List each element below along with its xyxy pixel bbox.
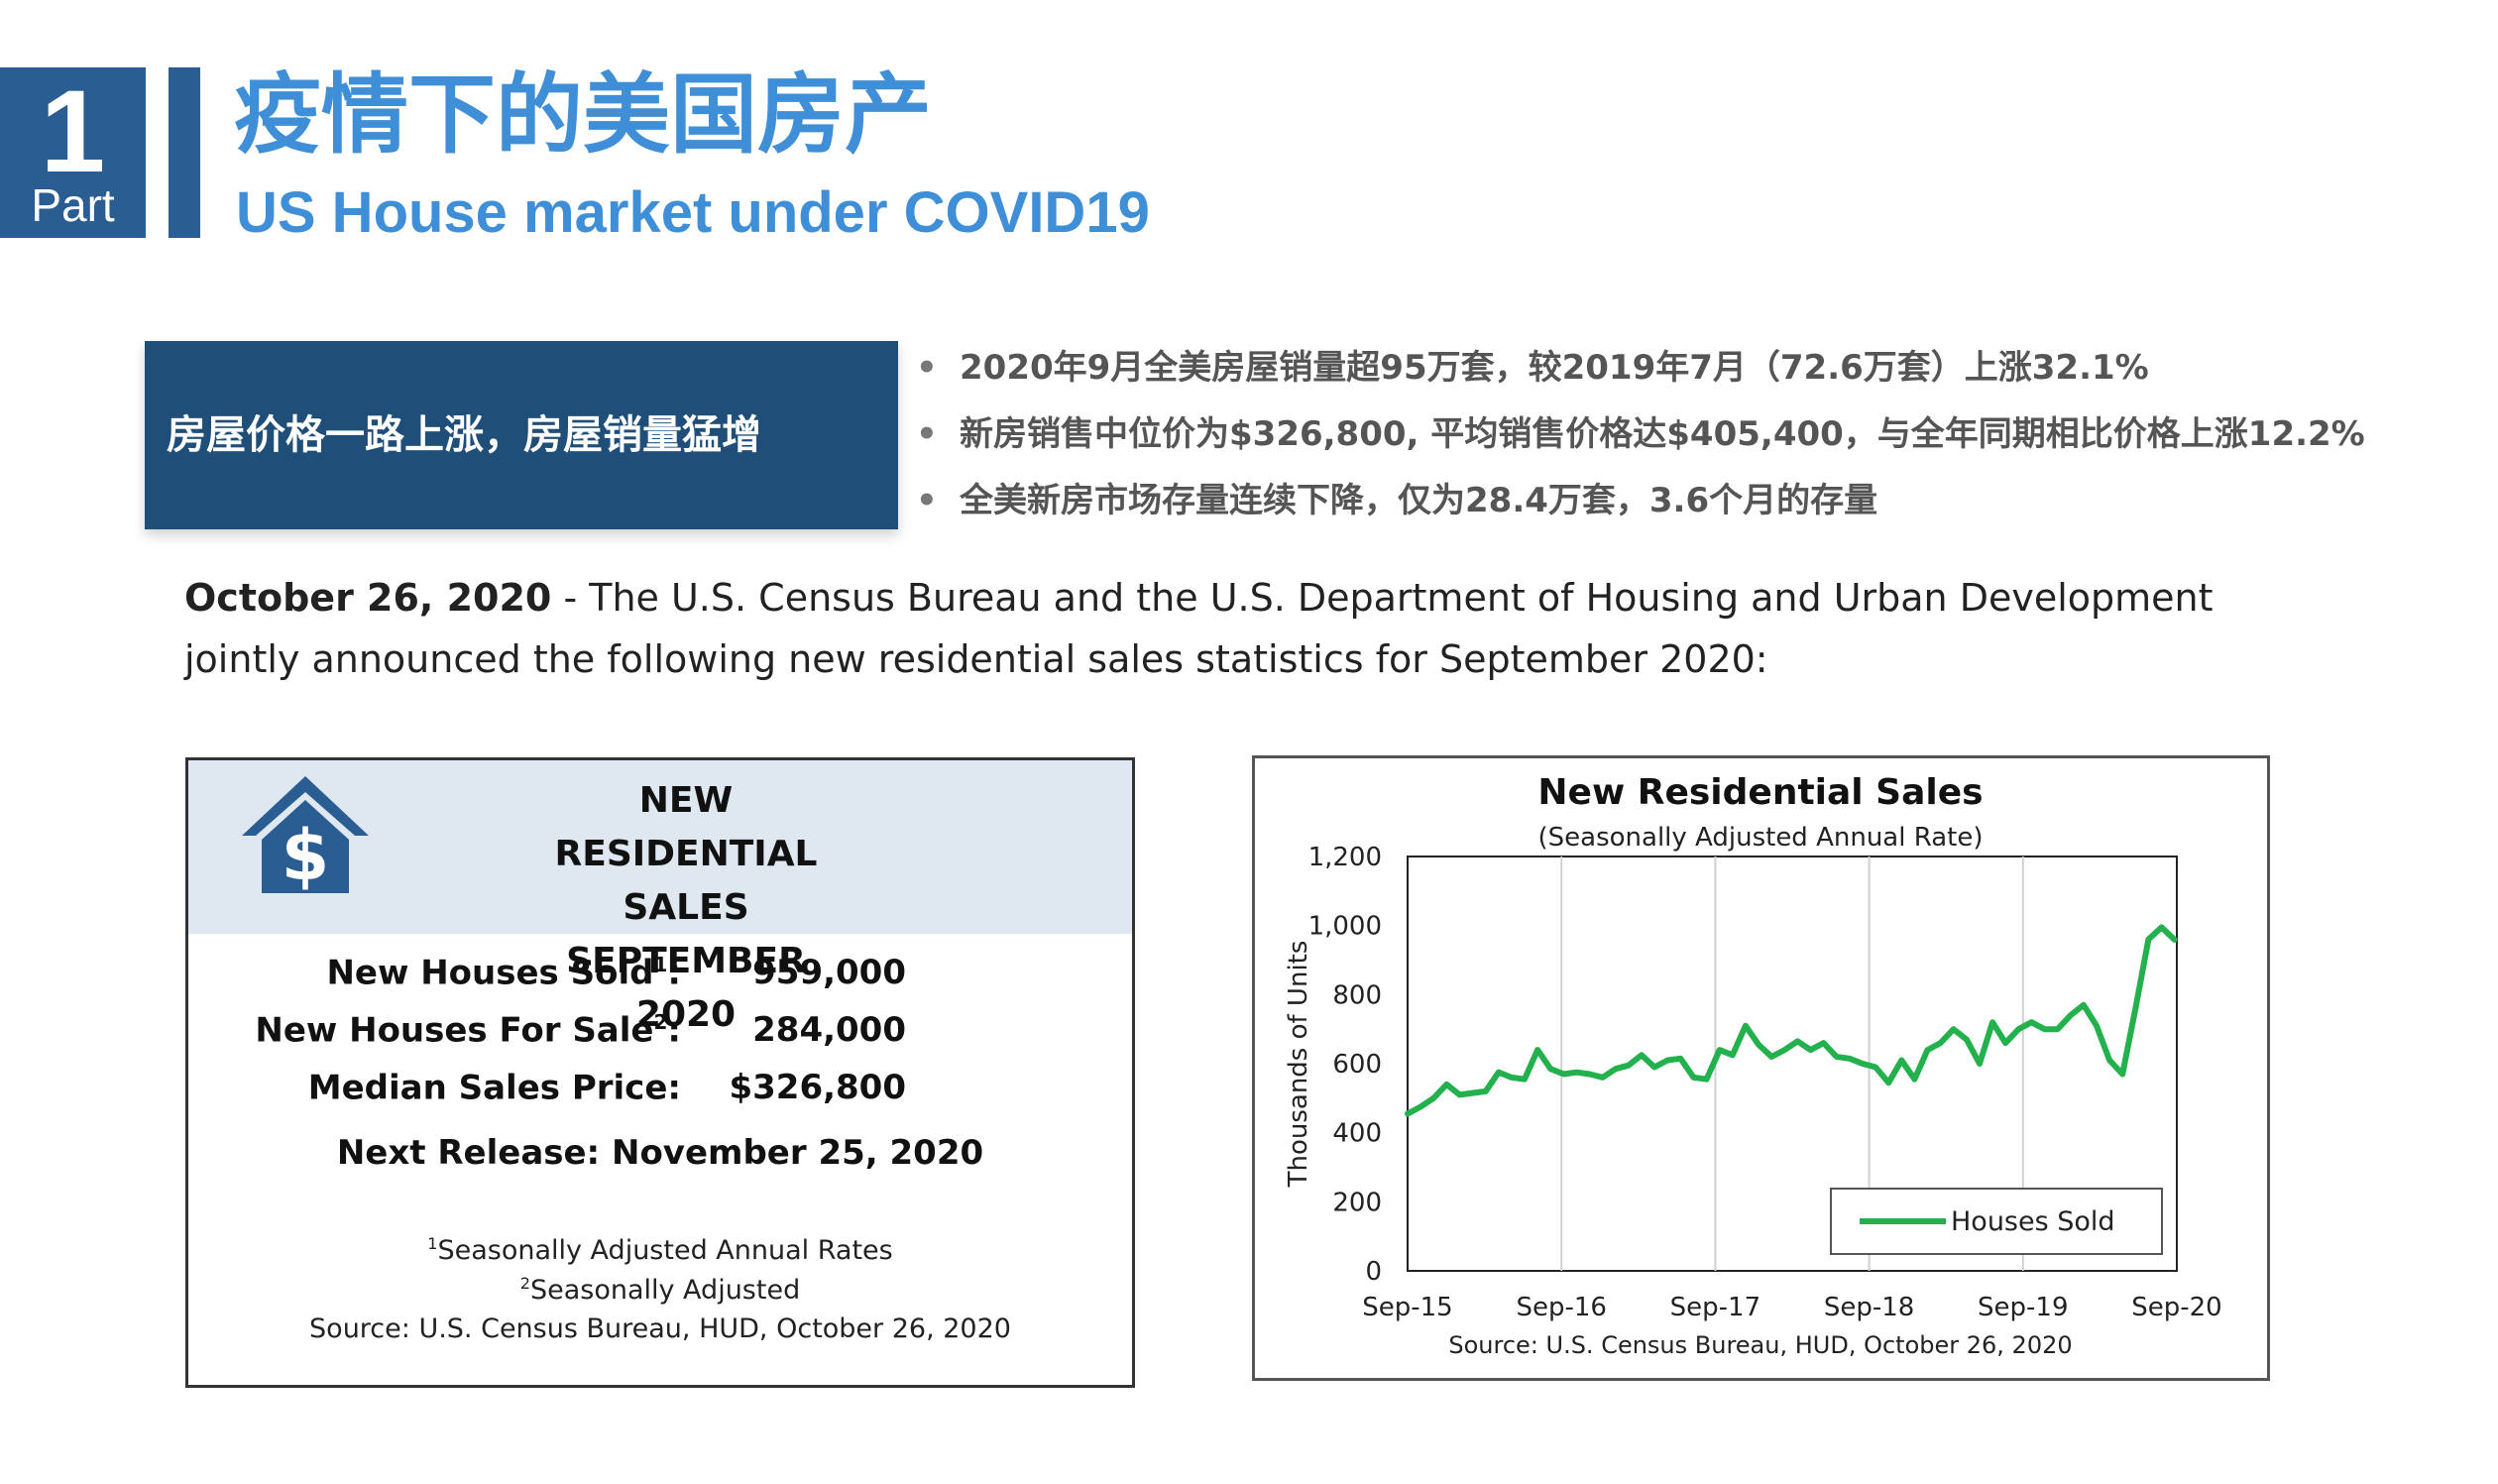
house-dollar-icon: $ [242, 776, 369, 896]
stat-label-text: New Houses For Sale [255, 1010, 654, 1051]
summary-title-line: NEW RESIDENTIAL [554, 780, 818, 874]
series-line-houses-sold [1405, 924, 2178, 1117]
y-tick-label: 600 [1332, 1050, 1382, 1080]
announcement-text: - The U.S. Census Bureau and the U.S. De… [184, 576, 2214, 681]
part-number: 1 [40, 66, 106, 197]
key-point: • 全美新房市场存量连续下降，仅为28.4万套，3.6个月的存量 [910, 468, 2365, 534]
stat-value-houses-sold: 959,000 [752, 953, 906, 992]
y-tick-label: 1,200 [1308, 843, 1382, 872]
x-tick-label: Sep-16 [1516, 1293, 1606, 1322]
announcement-paragraph: October 26, 2020 - The U.S. Census Burea… [184, 567, 2226, 690]
chart-card: New Residential Sales (Seasonally Adjust… [1252, 755, 2270, 1381]
legend-label: Houses Sold [1951, 1206, 2115, 1237]
footnote-text: Seasonally Adjusted [529, 1275, 801, 1306]
bullet-glyph: • [916, 481, 938, 520]
y-axis-label: Thousands of Units [1284, 941, 1313, 1189]
chart-subtitle: (Seasonally Adjusted Annual Rate) [1538, 823, 1984, 853]
y-tick-label: 0 [1365, 1257, 1382, 1287]
plot-frame [1407, 856, 2178, 1272]
bullet-glyph: • [916, 414, 938, 454]
summary-card: $ NEW RESIDENTIAL SALES SEPTEMBER 2020 N… [185, 757, 1135, 1388]
x-axis-ticks: Sep-15 Sep-16 Sep-17 Sep-18 Sep-19 Sep-20 [1362, 1293, 2221, 1322]
stat-label-houses-sold: New Houses Sold1: [326, 953, 681, 992]
stat-label-colon: : [667, 953, 681, 993]
part-word: Part [31, 179, 115, 231]
stat-label-colon: : [667, 1010, 681, 1051]
y-tick-label: 400 [1332, 1119, 1382, 1149]
headline-box: 房屋价格一路上涨，房屋销量猛增 [145, 341, 898, 529]
x-tick-label: Sep-15 [1362, 1293, 1452, 1322]
dollar-symbol: $ [282, 815, 330, 896]
y-tick-label: 200 [1332, 1188, 1382, 1217]
legend: Houses Sold [1830, 1188, 2163, 1255]
next-release: Next Release: November 25, 2020 [336, 1133, 984, 1173]
stat-label-text: Median Sales Price [307, 1068, 668, 1108]
key-point: • 新房销售中位价为$326,800, 平均销售价格达$405,400，与全年同期… [910, 401, 2365, 468]
headline-text: 房屋价格一路上涨，房屋销量猛增 [167, 412, 761, 458]
y-tick-label: 1,000 [1308, 912, 1382, 942]
summary-title-line: SALES [623, 887, 749, 928]
announcement-date: October 26, 2020 [184, 576, 552, 620]
stat-label-median-price: Median Sales Price: [308, 1068, 681, 1107]
y-tick-label: 800 [1332, 980, 1382, 1010]
key-point-text: 2020年9月全美房屋销量超95万套，较2019年7月（72.6万套）上涨32.… [960, 348, 2149, 388]
chart-source: Source: U.S. Census Bureau, HUD, October… [1448, 1331, 2072, 1359]
bullet-glyph: • [916, 348, 938, 388]
x-tick-label: Sep-19 [1978, 1293, 2068, 1322]
stat-label-text: New Houses Sold [326, 953, 654, 993]
x-tick-label: Sep-18 [1824, 1293, 1914, 1322]
page-subtitle: US House market under COVID19 [236, 180, 1150, 245]
summary-card-header: $ NEW RESIDENTIAL SALES SEPTEMBER 2020 [188, 760, 1132, 1035]
key-point: • 2020年9月全美房屋销量超95万套，较2019年7月（72.6万套）上涨32… [910, 335, 2365, 401]
x-tick-label: Sep-17 [1670, 1293, 1760, 1322]
footnote-mark: 2 [519, 1274, 530, 1293]
stat-label-houses-for-sale: New Houses For Sale2: [255, 1010, 681, 1050]
key-point-text: 全美新房市场存量连续下降，仅为28.4万套，3.6个月的存量 [960, 481, 1878, 520]
footnote-mark: 1 [427, 1234, 438, 1253]
summary-title-line: SEPTEMBER 2020 [566, 941, 806, 1035]
title-accent-bar [169, 67, 200, 238]
page-title: 疫情下的美国房产 [234, 63, 933, 166]
footnote: 2Seasonally Adjusted [188, 1274, 1132, 1306]
key-point-text: 新房销售中位价为$326,800, 平均销售价格达$405,400，与全年同期相… [960, 414, 2365, 454]
stat-label-colon: : [667, 1068, 681, 1108]
key-points-list: • 2020年9月全美房屋销量超95万套，较2019年7月（72.6万套）上涨32… [910, 335, 2365, 534]
y-axis-ticks: 0 200 400 600 800 1,000 1,200 [1308, 843, 1382, 1287]
footnote: 1Seasonally Adjusted Annual Rates [188, 1234, 1132, 1266]
stat-footnote-mark: 2 [653, 1010, 668, 1034]
x-tick-label: Sep-20 [2131, 1293, 2221, 1322]
new-residential-sales-chart: New Residential Sales (Seasonally Adjust… [1284, 772, 2222, 1359]
chart-title: New Residential Sales [1537, 772, 1983, 813]
stat-footnote-mark: 1 [653, 953, 668, 976]
stat-value-median-price: $326,800 [729, 1068, 906, 1107]
stat-value-houses-for-sale: 284,000 [752, 1010, 906, 1050]
part-badge: 1 Part [0, 67, 146, 238]
footnote-text: Seasonally Adjusted Annual Rates [437, 1235, 893, 1266]
summary-card-title: NEW RESIDENTIAL SALES SEPTEMBER 2020 [517, 774, 854, 1042]
summary-source: Source: U.S. Census Bureau, HUD, October… [309, 1313, 1011, 1344]
